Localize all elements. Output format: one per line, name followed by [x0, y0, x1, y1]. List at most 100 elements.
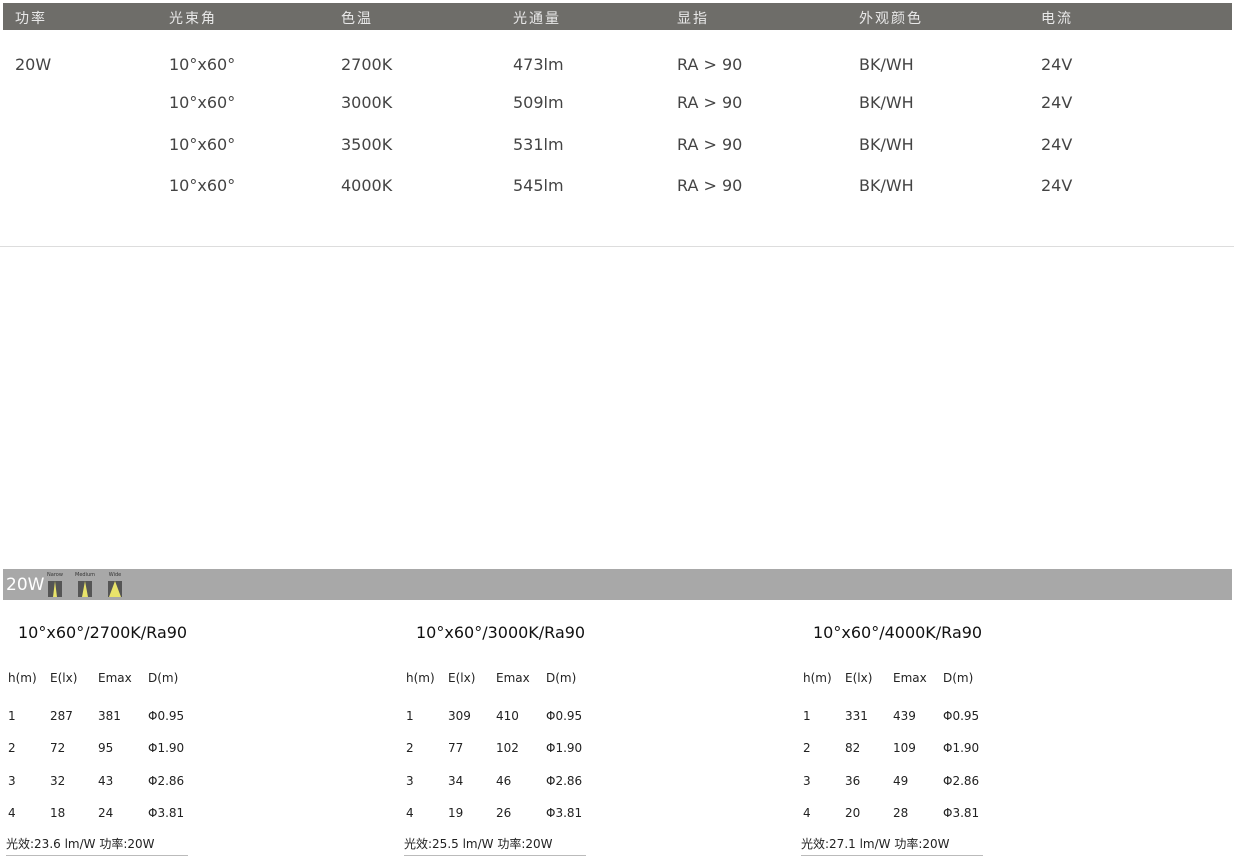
beam-label: Medium — [75, 572, 95, 578]
table-cell: 509lm — [513, 93, 564, 112]
table-cell: Φ0.95 — [546, 709, 583, 723]
table-cell: 34 — [448, 774, 464, 788]
table-title: 10°x60°/2700K/Ra90 — [18, 623, 188, 642]
column-header: 光通量 — [513, 11, 561, 27]
table-footer: 光效:27.1 lm/W 功率:20W — [801, 835, 983, 856]
table-cell: 109 — [893, 741, 916, 755]
table-cell: 1 — [803, 709, 811, 723]
table-cell: 2 — [406, 741, 414, 755]
table-cell: 19 — [448, 806, 464, 820]
table-cell: BK/WH — [859, 176, 914, 195]
column-header: h(m) — [803, 671, 832, 685]
table-cell: 28 — [893, 806, 909, 820]
table-cell: Φ2.86 — [148, 774, 185, 788]
table-cell: 24V — [1041, 176, 1073, 195]
table-cell: 77 — [448, 741, 464, 755]
table-cell: RA > 90 — [677, 176, 743, 195]
table-cell: 95 — [98, 741, 114, 755]
column-header: 外观颜色 — [859, 11, 923, 27]
column-header: E(lx) — [50, 671, 78, 685]
beam-label: Wide — [108, 572, 122, 578]
table-cell: 49 — [893, 774, 909, 788]
column-header: Emax — [496, 671, 530, 685]
column-header: E(lx) — [845, 671, 873, 685]
table-cell: 82 — [845, 741, 861, 755]
table-cell: 26 — [496, 806, 512, 820]
table-cell: 20W — [15, 55, 52, 74]
table-title: 10°x60°/4000K/Ra90 — [813, 623, 983, 642]
table-cell: 10°x60° — [169, 93, 236, 112]
table-cell: 4 — [803, 806, 811, 820]
table-cell: 72 — [50, 741, 66, 755]
table-cell: 531lm — [513, 135, 564, 154]
table-cell: 46 — [496, 774, 512, 788]
table-cell: RA > 90 — [677, 135, 743, 154]
beam-narow: Narow — [44, 572, 66, 597]
beam-label: Narow — [47, 572, 63, 578]
table-cell: Φ0.95 — [148, 709, 185, 723]
table-cell: 18 — [50, 806, 66, 820]
table-cell: 381 — [98, 709, 121, 723]
table-cell: 309 — [448, 709, 471, 723]
table-cell: 24V — [1041, 55, 1073, 74]
table-cell: 4000K — [341, 176, 393, 195]
table-cell: Φ1.90 — [148, 741, 185, 755]
beam-icon — [108, 581, 122, 597]
column-header: E(lx) — [448, 671, 476, 685]
table-footer: 光效:25.5 lm/W 功率:20W — [404, 835, 586, 856]
table-cell: RA > 90 — [677, 93, 743, 112]
column-header: D(m) — [943, 671, 974, 685]
photometric-bar: 20W Narow Medium Wide — [3, 569, 1232, 600]
column-header: 电流 — [1041, 11, 1073, 27]
table-cell: 102 — [496, 741, 519, 755]
table-cell: 24V — [1041, 135, 1073, 154]
table-cell: 287 — [50, 709, 73, 723]
table-cell: Φ3.81 — [148, 806, 185, 820]
table-cell: 4 — [406, 806, 414, 820]
table-cell: 3 — [8, 774, 16, 788]
table-cell: Φ2.86 — [943, 774, 980, 788]
table-cell: 473lm — [513, 55, 564, 74]
table-title: 10°x60°/3000K/Ra90 — [416, 623, 586, 642]
divider — [0, 246, 1234, 247]
table-footer: 光效:23.6 lm/W 功率:20W — [6, 835, 188, 856]
table-cell: 20 — [845, 806, 861, 820]
table-cell: 3 — [803, 774, 811, 788]
table-cell: BK/WH — [859, 55, 914, 74]
beam-medium: Medium — [74, 572, 96, 597]
column-header: 功率 — [15, 11, 47, 27]
column-header: Emax — [98, 671, 132, 685]
column-header: D(m) — [546, 671, 577, 685]
table-cell: 410 — [496, 709, 519, 723]
table-cell: Φ1.90 — [943, 741, 980, 755]
table-cell: 10°x60° — [169, 135, 236, 154]
spec-table-header: 功率 光束角 色温 光通量 显指 外观颜色 电流 — [3, 3, 1232, 30]
table-cell: 3 — [406, 774, 414, 788]
beam-icon — [48, 581, 62, 597]
table-cell: Φ0.95 — [943, 709, 980, 723]
table-cell: RA > 90 — [677, 55, 743, 74]
table-cell: 4 — [8, 806, 16, 820]
table-cell: 24V — [1041, 93, 1073, 112]
table-cell: 10°x60° — [169, 176, 236, 195]
table-cell: 32 — [50, 774, 66, 788]
column-header: h(m) — [406, 671, 435, 685]
table-cell: 1 — [406, 709, 414, 723]
table-cell: Φ1.90 — [546, 741, 583, 755]
table-cell: Φ3.81 — [546, 806, 583, 820]
table-cell: 10°x60° — [169, 55, 236, 74]
table-cell: 545lm — [513, 176, 564, 195]
table-cell: 439 — [893, 709, 916, 723]
table-cell: Φ2.86 — [546, 774, 583, 788]
table-cell: 1 — [8, 709, 16, 723]
table-cell: 3000K — [341, 93, 393, 112]
table-cell: 2 — [8, 741, 16, 755]
beam-wide: Wide — [104, 572, 126, 597]
column-header: 色温 — [341, 11, 373, 27]
table-cell: 3500K — [341, 135, 393, 154]
column-header: h(m) — [8, 671, 37, 685]
wattage-label: 20W — [6, 575, 45, 595]
column-header: D(m) — [148, 671, 179, 685]
table-cell: Φ3.81 — [943, 806, 980, 820]
table-cell: BK/WH — [859, 135, 914, 154]
